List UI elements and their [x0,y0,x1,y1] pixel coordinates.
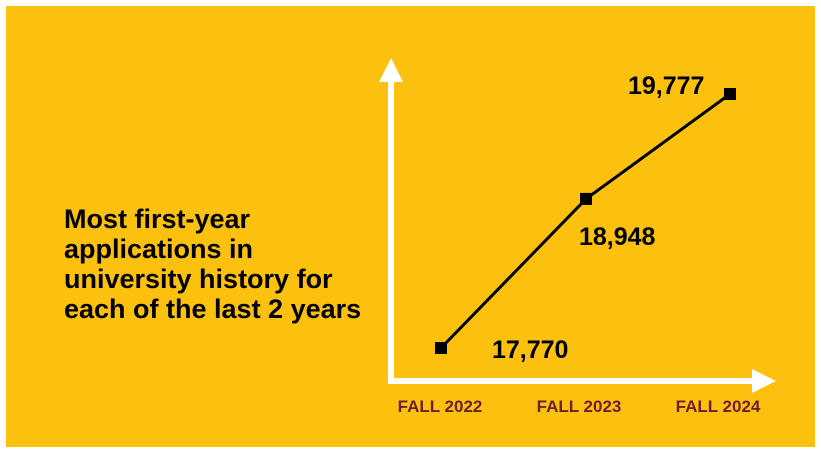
x-tick-label: FALL 2022 [398,397,483,416]
series-line [439,92,731,350]
data-label: 19,777 [628,72,704,100]
data-point-marker [580,192,592,205]
y-axis-arrowhead [379,58,403,82]
infographic-panel [6,6,815,447]
series-applications [435,88,736,354]
x-axis [388,369,776,393]
data-label: 18,948 [579,223,656,251]
data-point-marker [724,88,736,100]
x-tick-label: FALL 2023 [537,397,622,416]
x-tick-labels: FALL 2022 FALL 2023 FALL 2024 [398,397,761,416]
x-tick-label: FALL 2024 [676,397,761,416]
data-point-marker [435,342,447,354]
y-axis [379,58,403,381]
x-axis-arrowhead [752,369,776,393]
data-label: 17,770 [492,336,568,364]
headline: Most first-year applications in universi… [64,204,362,324]
data-labels: 17,770 18,948 19,777 [492,72,704,364]
